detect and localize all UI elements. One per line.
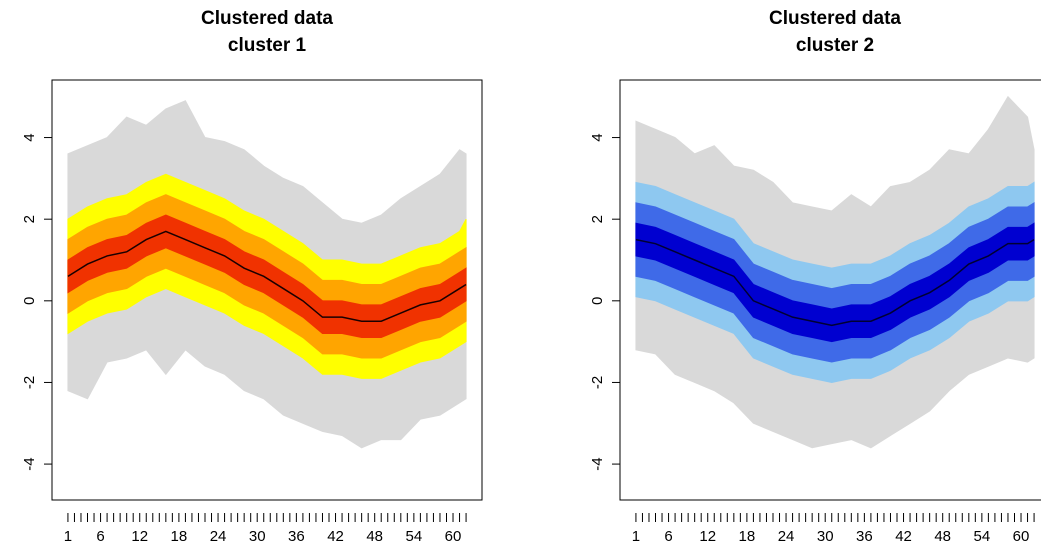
- chart-subtitle: cluster 2: [796, 35, 874, 56]
- y-tick-label: 0: [589, 297, 606, 305]
- x-tick-label: 30: [249, 528, 266, 545]
- x-tick-label: 12: [699, 528, 716, 545]
- y-tick-label: 0: [21, 297, 38, 305]
- plot-box: [619, 79, 1041, 501]
- y-tick-label: 2: [21, 215, 38, 223]
- y-tick-label: 4: [21, 133, 38, 141]
- x-tick-label: 42: [895, 528, 912, 545]
- median-line: [635, 238, 1035, 327]
- x-tick-label: 18: [171, 528, 188, 545]
- band: [635, 181, 1035, 383]
- chart-title: Clustered data: [201, 8, 333, 29]
- x-tick-label: 1: [64, 528, 72, 545]
- plot-box: [51, 79, 483, 501]
- x-tick-label: 6: [664, 528, 672, 545]
- x-tick-label: 60: [1013, 528, 1030, 545]
- x-tick-label: 54: [974, 528, 991, 545]
- band: [635, 222, 1035, 343]
- plot-area: [635, 95, 1035, 449]
- x-tick-label: 54: [406, 528, 423, 545]
- y-tick-label: -2: [21, 376, 38, 389]
- x-tick-label: 36: [856, 528, 873, 545]
- x-tick-label: 12: [131, 528, 148, 545]
- x-tick-label: 6: [96, 528, 104, 545]
- plot-area: [67, 100, 467, 449]
- chart-subtitle: cluster 1: [228, 35, 307, 56]
- x-tick-label: 24: [210, 528, 227, 545]
- x-tick-label: 1: [632, 528, 640, 545]
- x-tick-label: 48: [934, 528, 951, 545]
- y-tick-label: -4: [21, 457, 38, 470]
- x-tick-label: 60: [445, 528, 462, 545]
- y-tick-label: 2: [589, 215, 606, 223]
- x-tick-label: 42: [327, 528, 344, 545]
- x-tick-label: 18: [739, 528, 756, 545]
- y-tick-label: -2: [589, 376, 606, 389]
- x-tick-label: 30: [817, 528, 834, 545]
- x-tick-label: 48: [366, 528, 383, 545]
- y-tick-label: 4: [589, 133, 606, 141]
- band: [67, 214, 467, 339]
- y-tick-label: -4: [589, 457, 606, 470]
- x-tick-label: 24: [778, 528, 795, 545]
- chart-title: Clustered data: [769, 8, 901, 29]
- median-line: [67, 230, 467, 322]
- band: [635, 201, 1035, 363]
- x-tick-label: 36: [288, 528, 305, 545]
